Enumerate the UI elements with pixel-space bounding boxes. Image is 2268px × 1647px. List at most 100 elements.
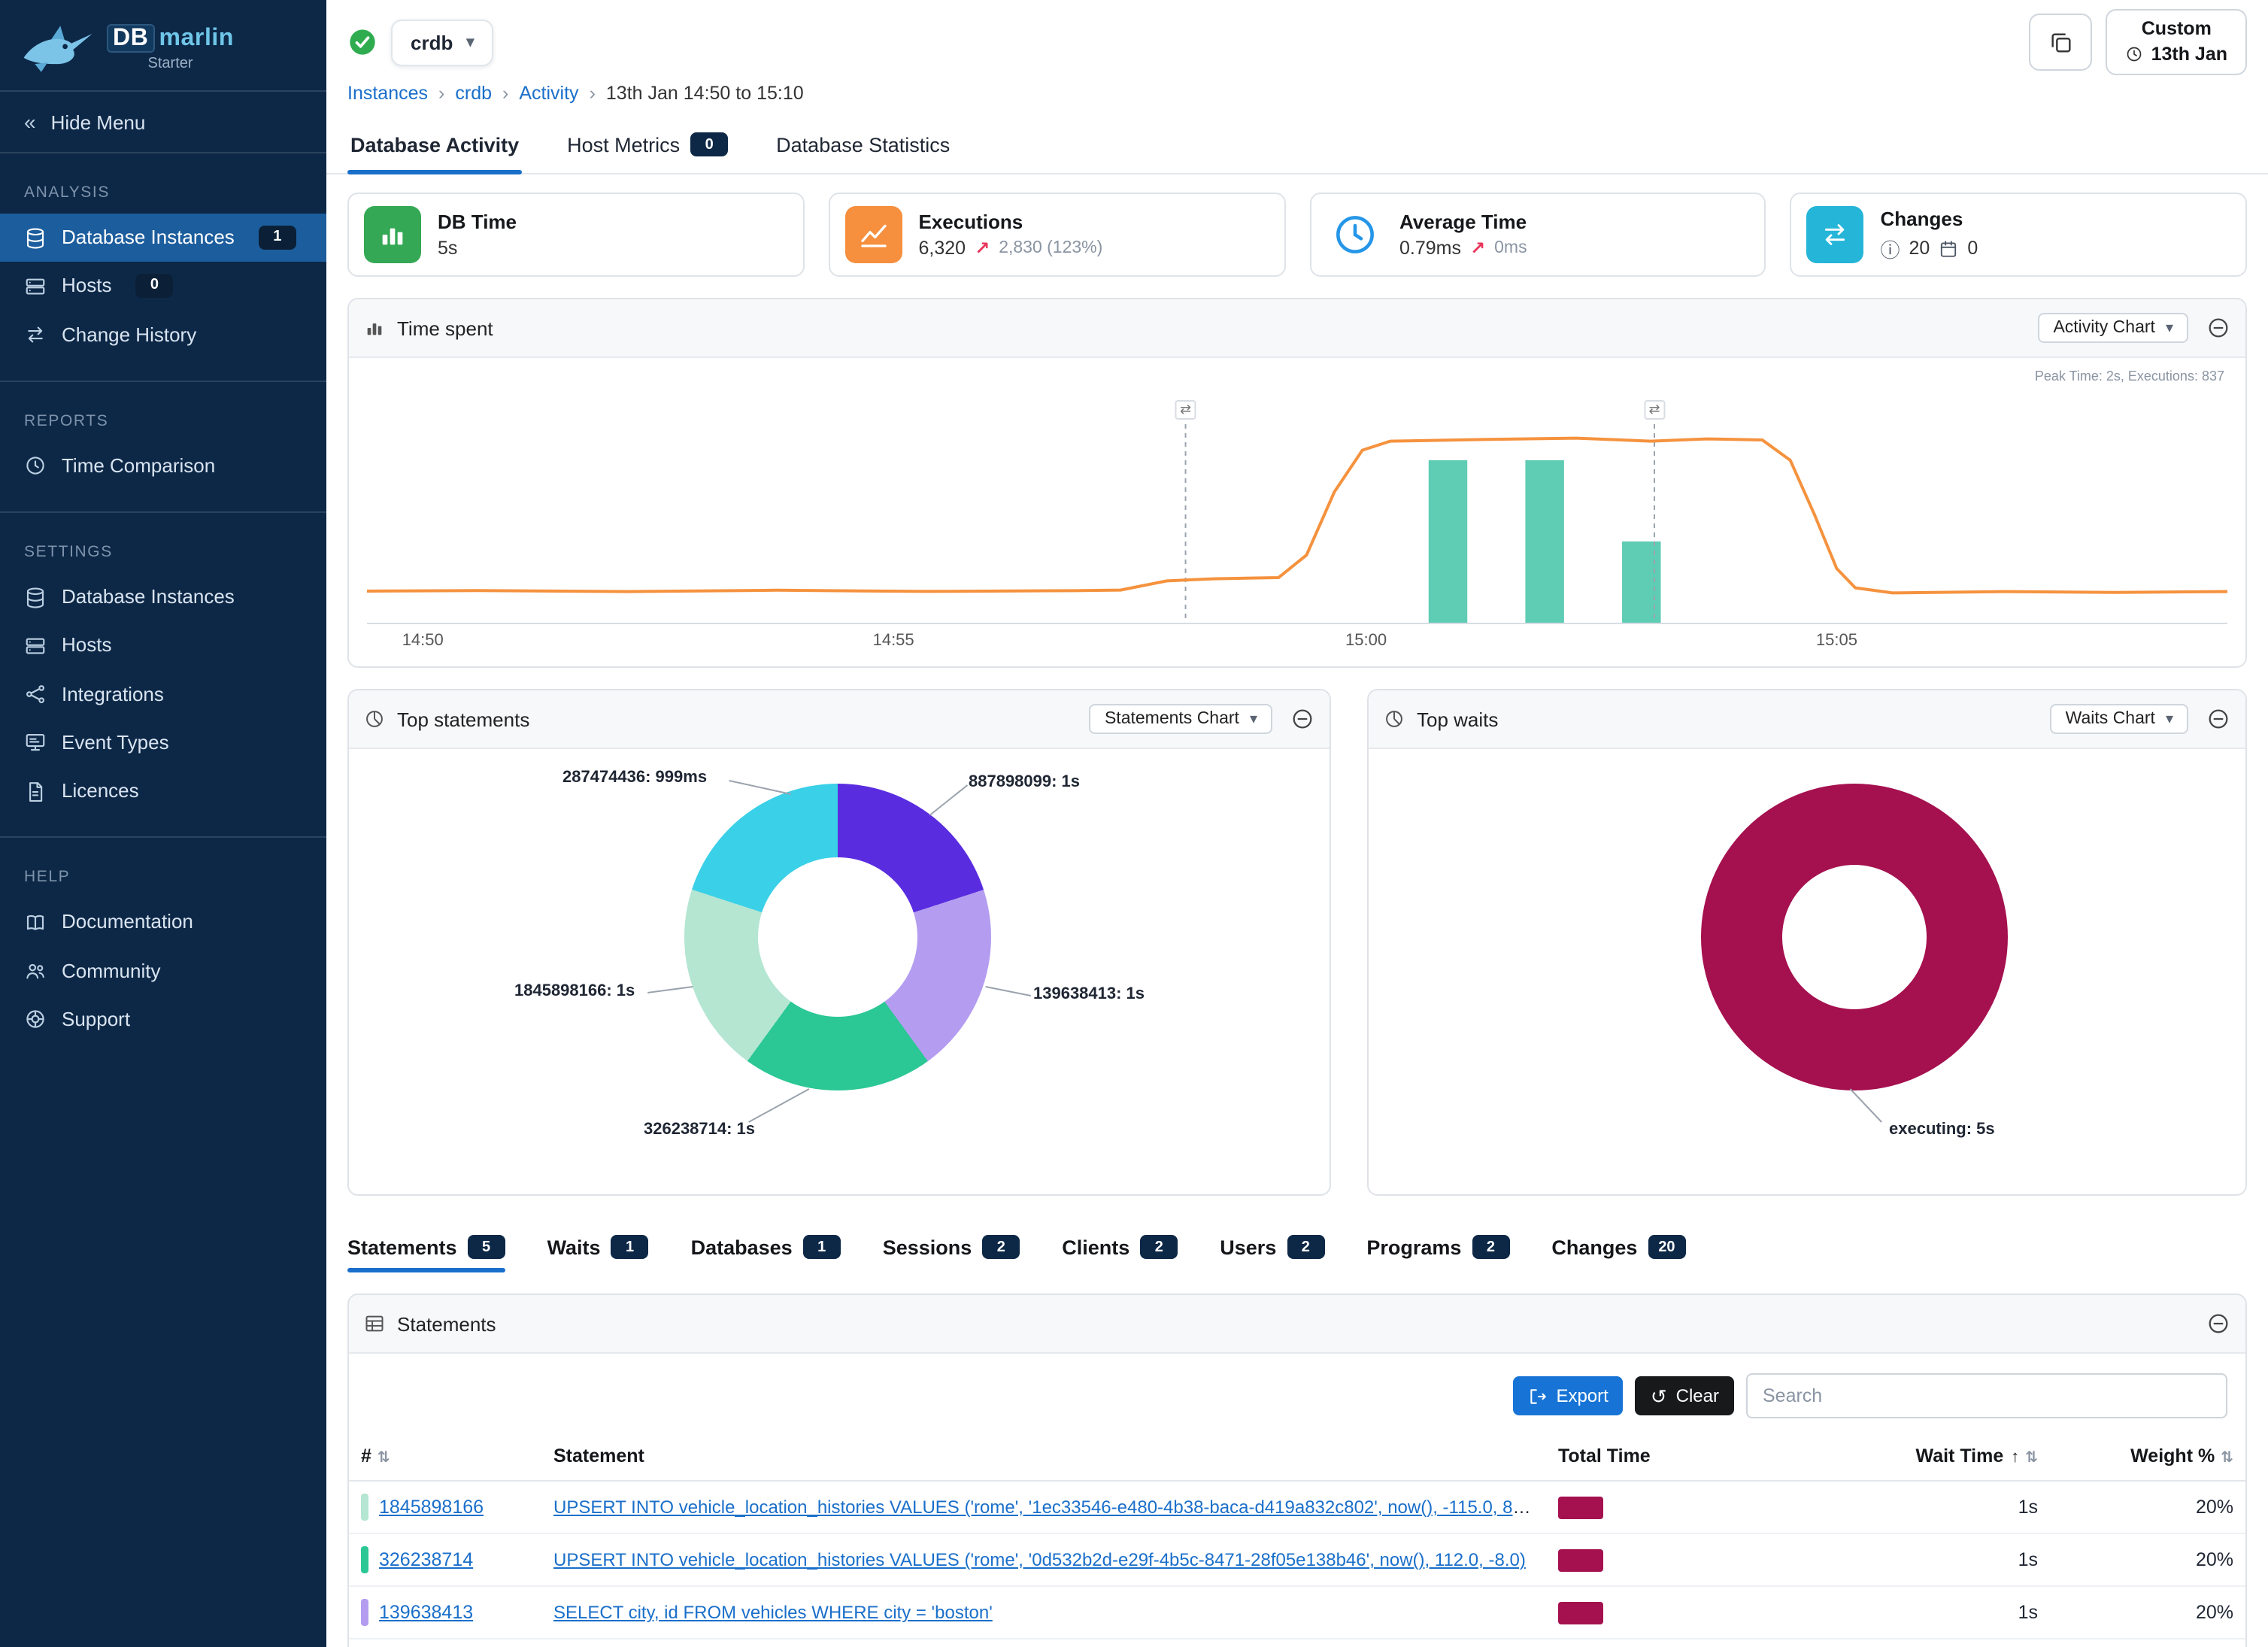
donut-panels: Top statements Statements Chart ▾: [347, 689, 2247, 1196]
wait-time-value: 1s: [1832, 1533, 2050, 1587]
sidebar-item-time-comparison[interactable]: Time Comparison: [0, 442, 326, 491]
sidebar-item-event-types[interactable]: Event Types: [0, 719, 326, 768]
table-row[interactable]: 1845898166 UPSERT INTO vehicle_location_…: [349, 1481, 2245, 1534]
donut-hole: [758, 857, 917, 1017]
hide-menu-button[interactable]: « Hide Menu: [0, 90, 326, 153]
weight-value: 20%: [2050, 1481, 2245, 1534]
sidebar-item-change-history[interactable]: Change History: [0, 311, 326, 359]
column-header-wait-time[interactable]: Wait Time ↑ ⇅: [1832, 1432, 2050, 1482]
time-range-button[interactable]: Custom 13th Jan: [2106, 9, 2247, 75]
tab-users[interactable]: Users 2: [1220, 1235, 1325, 1272]
statements-chart-select[interactable]: Statements Chart ▾: [1089, 704, 1272, 734]
top-waits-header: Top waits Waits Chart ▾: [1369, 690, 2245, 749]
caret-down-icon: ▾: [2165, 711, 2173, 727]
column-header-total-time[interactable]: Total Time: [1546, 1432, 1832, 1482]
tab-database-statistics[interactable]: Database Statistics: [773, 119, 953, 173]
count-badge: 0: [135, 274, 174, 299]
sidebar-item-integrations[interactable]: Integrations: [0, 670, 326, 719]
breadcrumb-instance[interactable]: crdb: [455, 83, 493, 104]
clear-button[interactable]: ↺ Clear: [1635, 1376, 1734, 1415]
statements-table: # ⇅ Statement Total Time Wait Time ↑ ⇅ Weig…: [349, 1432, 2245, 1647]
stat-card-db-time: DB Time 5s: [347, 193, 805, 277]
waits-donut[interactable]: [1701, 784, 2008, 1090]
stat-card-changes: Changes ⓘ 20 0: [1790, 193, 2247, 277]
table-row[interactable]: 139638413 SELECT city, id FROM vehicles …: [349, 1586, 2245, 1639]
copy-button[interactable]: [2029, 14, 2093, 71]
collapse-icon[interactable]: [1290, 707, 1314, 731]
column-header-statement[interactable]: Statement: [541, 1432, 1546, 1482]
breadcrumb-instances[interactable]: Instances: [347, 83, 429, 104]
statement-link[interactable]: UPSERT INTO vehicle_location_histories V…: [553, 1549, 1526, 1570]
breadcrumb-activity[interactable]: Activity: [519, 83, 579, 104]
statement-link[interactable]: SELECT city, id FROM vehicles WHERE city…: [553, 1602, 993, 1623]
x-tick: 15:00: [1345, 632, 1387, 650]
section-heading-analysis: ANALYSIS: [24, 184, 110, 202]
calendar-icon: [1939, 238, 1958, 258]
count-badge: 0: [690, 132, 729, 156]
sidebar-item-label: Event Types: [62, 730, 169, 754]
sidebar: DB marlin Starter « Hide Menu ANALYSIS Da…: [0, 0, 326, 1647]
collapse-icon[interactable]: [2206, 316, 2230, 340]
time-spent-panel: Time spent Activity Chart ▾ Peak Time: 2…: [347, 298, 2247, 668]
panel-title: Statements: [397, 1312, 496, 1335]
tab-statements[interactable]: Statements 5: [347, 1235, 505, 1272]
table-row[interactable]: 326238714 UPSERT INTO vehicle_location_h…: [349, 1533, 2245, 1587]
tab-waits[interactable]: Waits 1: [547, 1235, 649, 1272]
sidebar-item-support[interactable]: Support: [0, 996, 326, 1045]
top-statements-panel: Top statements Statements Chart ▾: [347, 689, 1331, 1196]
sidebar-item-settings-hosts[interactable]: Hosts: [0, 622, 326, 671]
panel-title: Top waits: [1417, 708, 1499, 730]
weight-value: 20%: [2050, 1586, 2245, 1639]
tab-clients[interactable]: Clients 2: [1062, 1235, 1178, 1272]
sidebar-item-licences[interactable]: Licences: [0, 767, 326, 816]
sidebar-item-database-instances[interactable]: Database Instances 1: [0, 214, 326, 262]
statements-panel: Statements Export ↺ Clear: [347, 1294, 2247, 1647]
donut-label: 287474436: 999ms: [562, 769, 708, 787]
collapse-icon[interactable]: [2206, 1312, 2230, 1336]
change-marker-icon[interactable]: ⇄: [1175, 400, 1196, 420]
sidebar-item-settings-database-instances[interactable]: Database Instances: [0, 573, 326, 622]
table-row[interactable]: 887898099 CREATE STATISTICS __auto__ FRO…: [349, 1639, 2245, 1647]
logo: DB marlin Starter: [0, 0, 326, 90]
sidebar-item-hosts[interactable]: Hosts 0: [0, 262, 326, 311]
breadcrumb-separator: ›: [438, 83, 445, 104]
tab-programs[interactable]: Programs 2: [1366, 1235, 1510, 1272]
statement-id-link[interactable]: 1845898166: [379, 1497, 484, 1518]
tab-changes[interactable]: Changes 20: [1551, 1235, 1686, 1272]
export-button[interactable]: Export: [1512, 1376, 1624, 1415]
collapse-icon[interactable]: [2206, 707, 2230, 731]
sidebar-item-label: Change History: [62, 323, 197, 345]
change-marker-icon[interactable]: ⇄: [1644, 400, 1665, 420]
activity-chart-select[interactable]: Activity Chart ▾: [2038, 313, 2188, 343]
time-spent-plot[interactable]: ⇄ ⇄: [367, 397, 2227, 624]
statements-donut[interactable]: [684, 784, 991, 1090]
column-header-weight[interactable]: Weight % ⇅: [2050, 1432, 2245, 1482]
sidebar-item-community[interactable]: Community: [0, 947, 326, 996]
count-badge: 5: [467, 1235, 505, 1259]
instance-selector-button[interactable]: crdb ▾: [391, 19, 494, 65]
statement-color-chip: [361, 1599, 368, 1626]
search-input[interactable]: [1746, 1373, 2227, 1418]
count-badge: 2: [1287, 1235, 1325, 1259]
tab-sessions[interactable]: Sessions 2: [883, 1235, 1020, 1272]
waits-chart-select[interactable]: Waits Chart ▾: [2050, 704, 2188, 734]
statement-id-link[interactable]: 326238714: [379, 1549, 474, 1570]
total-time-bar: [1558, 1601, 1603, 1624]
pie-chart-icon: [364, 708, 385, 729]
statement-link[interactable]: UPSERT INTO vehicle_location_histories V…: [553, 1497, 1544, 1518]
tab-label: Host Metrics: [567, 133, 681, 156]
tab-label: Programs: [1366, 1236, 1462, 1258]
sidebar-item-documentation[interactable]: Documentation: [0, 899, 326, 948]
statement-id-link[interactable]: 139638413: [379, 1602, 474, 1623]
tab-database-activity[interactable]: Database Activity: [347, 119, 523, 174]
tab-databases[interactable]: Databases 1: [691, 1235, 841, 1272]
section-heading-help: HELP: [24, 868, 71, 887]
stat-cards: DB Time 5s Executions 6,320 ↗ 2,830 (123…: [347, 193, 2247, 277]
chart-select-label: Activity Chart: [2053, 319, 2155, 337]
stat-title: Executions: [918, 211, 1023, 233]
topbar: crdb ▾ Custom 13th Jan Instances ›: [326, 0, 2268, 119]
statement-color-chip: [361, 1546, 368, 1573]
column-header-id[interactable]: # ⇅: [349, 1432, 541, 1482]
plan-label: Starter: [147, 55, 193, 71]
tab-host-metrics[interactable]: Host Metrics 0: [564, 119, 731, 173]
